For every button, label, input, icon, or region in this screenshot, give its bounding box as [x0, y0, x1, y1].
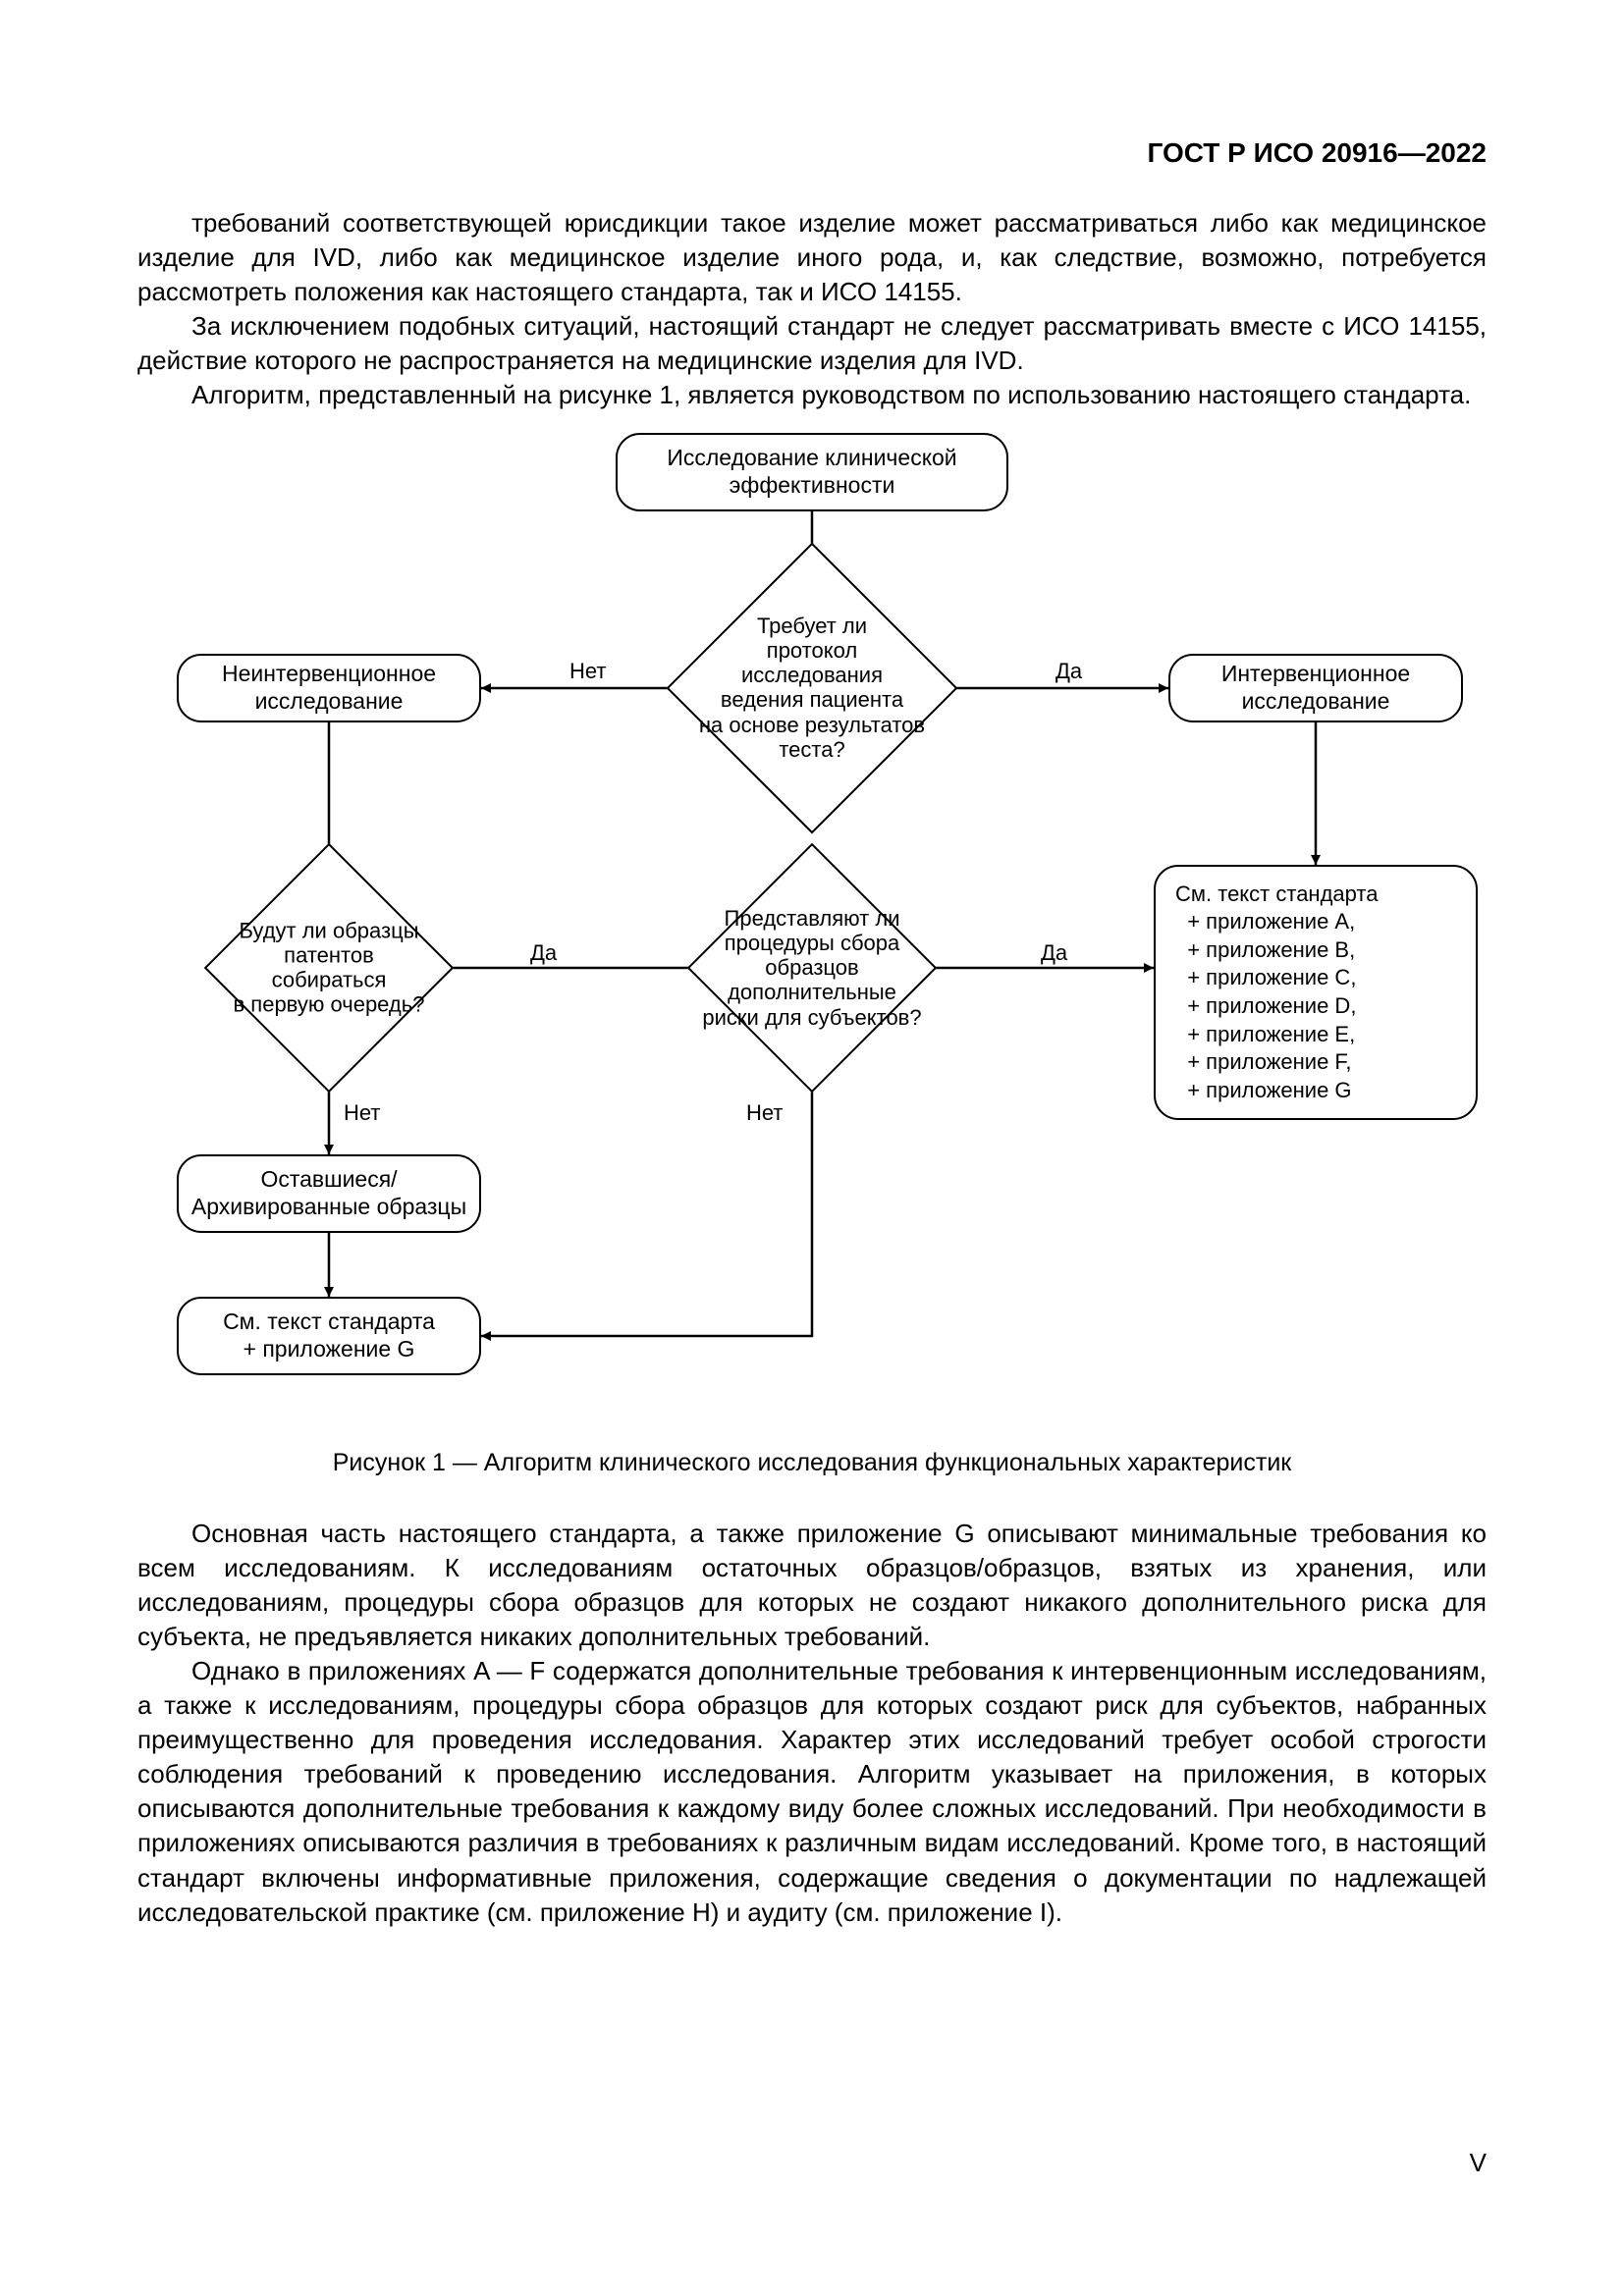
- edge-label-8: Нет: [746, 1100, 783, 1126]
- paragraph: Алгоритм, представленный на рисунке 1, я…: [137, 378, 1487, 412]
- edge-label-1: Нет: [569, 659, 606, 684]
- node-left_rect: Неинтервенционноеисследование: [177, 654, 481, 722]
- node-result_small: См. текст стандарта+ приложение G: [177, 1297, 481, 1375]
- page: ГОСТ Р ИСО 20916—2022 требований соответ…: [0, 0, 1624, 2296]
- page-number: V: [1470, 2148, 1487, 2178]
- node-start: Исследование клиническойэффективности: [616, 433, 1008, 511]
- node-right_rect: Интервенционноеисследование: [1168, 654, 1463, 722]
- top-text-block: требований соответствующей юрисдикции та…: [137, 206, 1487, 413]
- edge-label-7: Нет: [344, 1100, 380, 1126]
- paragraph: Основная часть настоящего стандарта, а т…: [137, 1517, 1487, 1654]
- node-d2: Будут ли образцыпатентовсобиратьсяв перв…: [241, 880, 417, 1056]
- figure-caption: Рисунок 1 — Алгоритм клинического исслед…: [137, 1449, 1487, 1477]
- paragraph: Однако в приложениях A — F содержатся до…: [137, 1654, 1487, 1930]
- node-leftover: Оставшиеся/Архивированные образцы: [177, 1154, 481, 1233]
- flowchart: Исследование клиническойэффективности Тре…: [137, 433, 1487, 1415]
- node-big_result: См. текст стандарта + приложение A, + пр…: [1154, 865, 1478, 1121]
- bottom-text-block: Основная часть настоящего стандарта, а т…: [137, 1517, 1487, 1930]
- edge-label-2: Да: [1056, 659, 1082, 684]
- edge-label-6: Да: [1041, 940, 1067, 966]
- paragraph: требований соответствующей юрисдикции та…: [137, 206, 1487, 309]
- edge-label-5: Да: [530, 940, 557, 966]
- doc-code: ГОСТ Р ИСО 20916—2022: [1147, 137, 1487, 169]
- node-d1: Требует липротоколисследованияведения па…: [709, 585, 915, 791]
- node-d3: Представляют липроцедуры сбораобразцовдо…: [724, 880, 900, 1056]
- paragraph: За исключением подобных ситуаций, настоя…: [137, 309, 1487, 378]
